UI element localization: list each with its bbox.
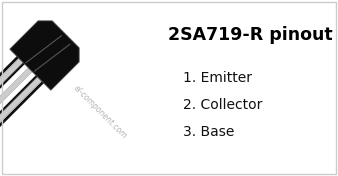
Text: 3. Base: 3. Base — [183, 125, 234, 139]
Text: 2SA719-R pinout: 2SA719-R pinout — [168, 26, 333, 44]
Polygon shape — [0, 77, 42, 136]
Text: 2. Collector: 2. Collector — [183, 98, 262, 112]
Text: 1. Emitter: 1. Emitter — [183, 71, 252, 85]
Text: el-component.com: el-component.com — [72, 84, 128, 140]
Polygon shape — [10, 21, 79, 90]
Polygon shape — [0, 68, 32, 127]
Polygon shape — [0, 59, 23, 118]
